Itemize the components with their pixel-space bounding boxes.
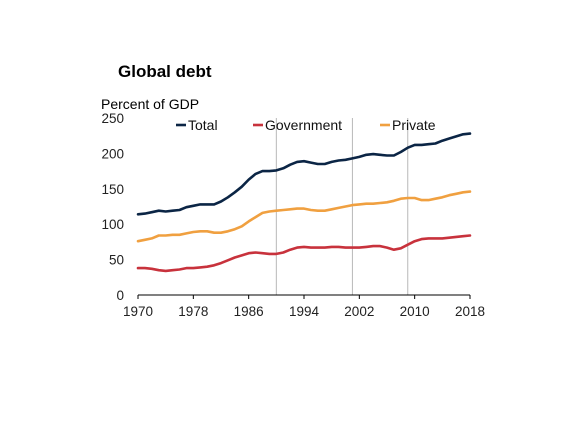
series-line-government: [136, 234, 472, 273]
y-tick-label: 200: [101, 146, 124, 161]
x-axis-ticks: 1970 1978 1986 1994 2002 2010 2018: [123, 295, 485, 319]
x-tick-label: 2018: [455, 304, 485, 319]
chart-title: Global debt: [118, 62, 212, 81]
y-tick-label: 0: [116, 288, 124, 303]
y-tick-label: 250: [101, 111, 124, 126]
x-tick-label: 1970: [123, 304, 153, 319]
legend-label-government: Government: [265, 117, 342, 133]
y-axis-ticks: 0 50 100 150 200 250: [101, 111, 124, 303]
x-tick-label: 1986: [234, 304, 264, 319]
y-tick-label: 150: [101, 182, 124, 197]
x-tick-label: 1994: [289, 304, 320, 319]
series-line-private: [136, 190, 472, 243]
y-axis-label: Percent of GDP: [101, 96, 199, 112]
x-tick-label: 2002: [344, 304, 374, 319]
legend-label-total: Total: [188, 117, 218, 133]
series-line-total: [136, 132, 472, 216]
x-tick-label: 2010: [400, 304, 430, 319]
series-lines: [136, 132, 472, 273]
legend: Total Government Private: [176, 117, 436, 133]
y-tick-label: 50: [109, 253, 124, 268]
legend-label-private: Private: [392, 117, 436, 133]
y-tick-label: 100: [101, 217, 124, 232]
x-tick-label: 1978: [178, 304, 208, 319]
